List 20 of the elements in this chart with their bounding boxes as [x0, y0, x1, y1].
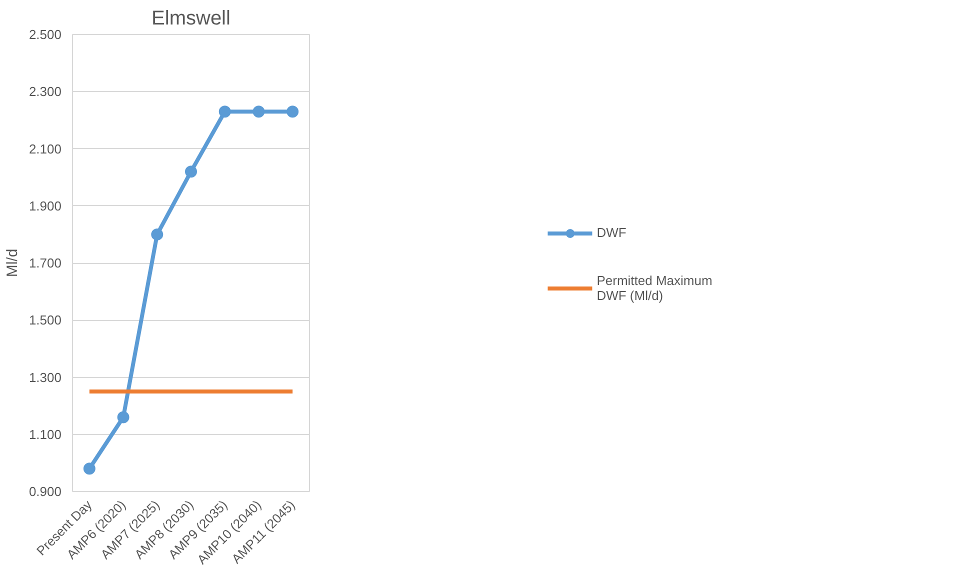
y-tick-label: 1.300 [28, 370, 62, 385]
y-tick-label: 2.300 [28, 84, 62, 100]
point [286, 106, 299, 118]
point [117, 411, 130, 424]
y-tick-label: 0.900 [28, 484, 62, 499]
y-tick-label: 2.500 [28, 27, 62, 42]
legend-label: Permitted Maximum DWF (Ml/d) [596, 272, 712, 302]
y-tick-label: 1.700 [28, 256, 62, 270]
legend-label: DWF [596, 225, 626, 240]
chart-title: Elmswell [152, 8, 230, 30]
y-axis-title: Ml/d [4, 248, 21, 278]
y-tick-label: 1.500 [28, 312, 62, 328]
point [83, 462, 96, 475]
point [185, 166, 197, 178]
point [218, 106, 231, 118]
y-tick-label: 1.100 [28, 426, 62, 442]
y-tick-label: 2.100 [28, 141, 62, 156]
point [252, 106, 265, 118]
point [151, 228, 164, 240]
y-tick-label: 1.900 [28, 198, 62, 214]
